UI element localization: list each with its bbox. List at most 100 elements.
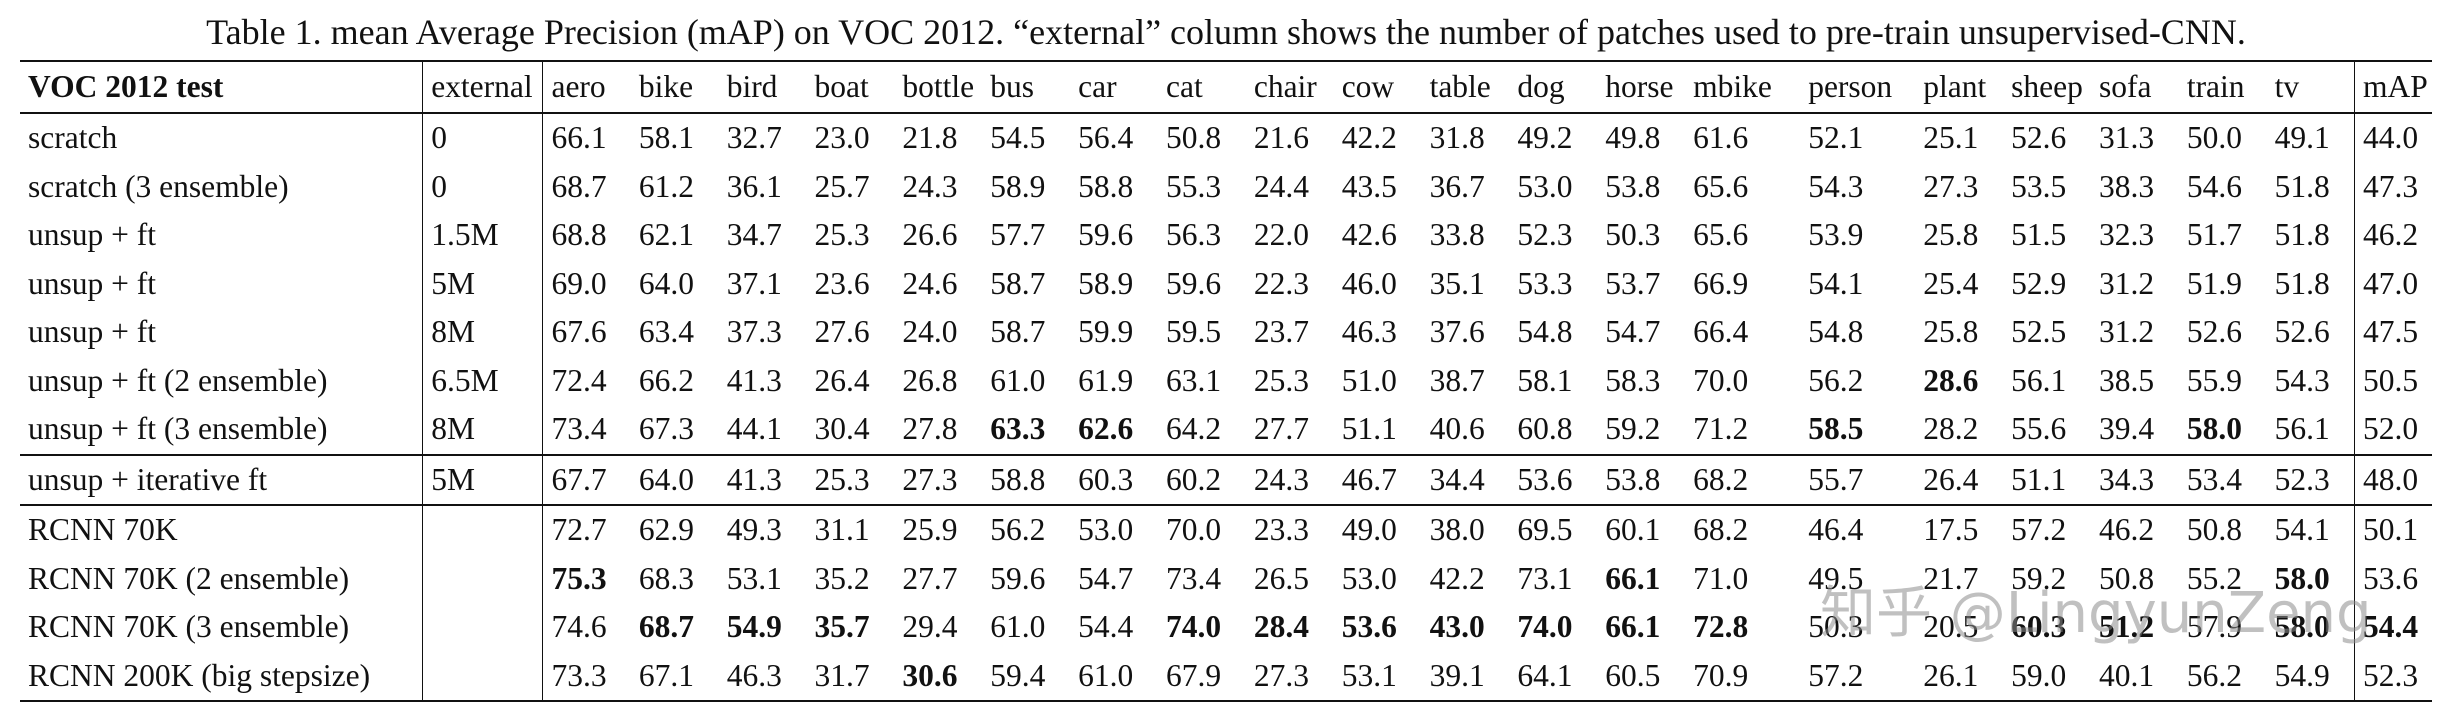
row-value: 56.1 xyxy=(2266,405,2355,456)
row-map: 44.0 xyxy=(2354,113,2432,163)
row-method: RCNN 70K (3 ensemble) xyxy=(28,609,350,645)
row-value: 68.2 xyxy=(1693,512,1749,548)
table-row: scratch (3 ensemble) 0 68.7 61.2 36.1 25.7 24.… xyxy=(20,162,2432,211)
row-value: 27.3 xyxy=(894,454,983,506)
row-value: 27.7 xyxy=(1245,405,1334,456)
row-value: 56.2 xyxy=(2178,651,2267,702)
row-value: 63.3 xyxy=(982,405,1071,456)
row-value: 67.6 xyxy=(542,308,631,357)
row-value: 51.7 xyxy=(2186,217,2242,253)
row-value: 56.4 xyxy=(1078,120,1134,156)
row-value: 51.5 xyxy=(2011,217,2067,253)
row-value: 42.2 xyxy=(1429,560,1485,596)
row-value: 53.1 xyxy=(1333,651,1422,702)
row-value: 69.5 xyxy=(1517,512,1573,548)
row-method: unsup + ft (3 ensemble) xyxy=(20,405,423,456)
row-value: 37.6 xyxy=(1429,314,1485,350)
row-value: 36.1 xyxy=(726,168,782,204)
row-value: 61.9 xyxy=(1078,362,1134,398)
header-horse: horse xyxy=(1597,60,1686,114)
row-external: 5M xyxy=(422,454,543,506)
row-value: 73.3 xyxy=(542,651,631,702)
row-value: 53.6 xyxy=(1509,454,1598,506)
header-map: mAP xyxy=(2354,60,2432,114)
row-value: 24.0 xyxy=(902,314,958,350)
row-method: RCNN 70K (2 ensemble) xyxy=(28,560,350,596)
row-value: 58.5 xyxy=(1800,405,1916,456)
row-external xyxy=(422,505,543,555)
row-value: 46.7 xyxy=(1333,454,1422,506)
row-value: 32.3 xyxy=(2098,217,2155,253)
row-value: 57.7 xyxy=(990,217,1046,253)
row-external: 8M xyxy=(422,308,543,357)
row-value: 51.8 xyxy=(2274,168,2330,204)
row-value: 54.5 xyxy=(990,120,1046,156)
row-value: 35.2 xyxy=(814,560,870,596)
table-header-row: VOC 2012 test external aero bike bird boat bot… xyxy=(20,60,2432,114)
row-value: 61.0 xyxy=(1070,651,1158,702)
table-row: RCNN 70K (2 ensemble) 75.3 68.3 53.1 35.2 27.… xyxy=(20,554,2432,603)
row-value: 53.7 xyxy=(1605,265,1661,301)
row-value: 50.8 xyxy=(2186,512,2242,548)
row-value: 71.0 xyxy=(1693,560,1749,596)
row-external xyxy=(422,603,543,652)
row-method: scratch xyxy=(28,120,118,156)
row-value: 59.5 xyxy=(1165,314,1222,350)
row-external: 1.5M xyxy=(422,211,543,260)
row-value: 24.3 xyxy=(902,168,958,204)
row-value: 59.4 xyxy=(982,651,1071,702)
row-external xyxy=(422,554,543,603)
row-external xyxy=(422,651,543,702)
row-map: 47.5 xyxy=(2354,308,2432,357)
row-value: 31.3 xyxy=(2098,120,2155,156)
caption-label: Table 1. xyxy=(206,12,322,52)
row-value: 21.7 xyxy=(1923,560,1979,596)
header-dog: dog xyxy=(1509,60,1598,114)
row-value: 66.1 xyxy=(1605,560,1661,596)
row-value: 58.7 xyxy=(990,314,1046,350)
row-value: 51.8 xyxy=(2274,265,2330,301)
row-value: 66.2 xyxy=(638,362,694,398)
row-value: 41.3 xyxy=(718,454,807,506)
row-value: 31.2 xyxy=(2098,314,2155,350)
row-value: 55.2 xyxy=(2186,560,2242,596)
row-value: 23.3 xyxy=(1253,512,1309,548)
table-row: RCNN 70K (3 ensemble) 74.6 68.7 54.9 35.7 29.… xyxy=(20,603,2432,652)
row-value: 55.9 xyxy=(2186,362,2242,398)
row-value: 70.0 xyxy=(1693,362,1749,398)
row-value: 54.9 xyxy=(2266,651,2355,702)
row-value: 46.3 xyxy=(1341,314,1397,350)
row-value: 58.0 xyxy=(2178,405,2267,456)
header-bike: bike xyxy=(630,60,719,114)
header-chair: chair xyxy=(1245,60,1334,114)
row-method: unsup + ft (2 ensemble) xyxy=(28,362,328,398)
header-sheep: sheep xyxy=(2003,60,2091,114)
row-value: 59.2 xyxy=(1597,405,1686,456)
header-external: external xyxy=(422,60,543,114)
row-value: 60.3 xyxy=(1070,454,1158,506)
row-value: 52.6 xyxy=(2274,314,2330,350)
row-external: 6.5M xyxy=(422,356,543,405)
table-caption: Table 1. mean Average Precision (mAP) on… xyxy=(0,0,2452,52)
row-value: 27.3 xyxy=(1245,651,1334,702)
row-value: 52.9 xyxy=(2011,265,2067,301)
row-value: 23.7 xyxy=(1253,314,1309,350)
row-value: 33.8 xyxy=(1429,217,1485,253)
row-value: 29.4 xyxy=(902,609,958,645)
row-value: 58.1 xyxy=(1517,362,1573,398)
row-value: 73.4 xyxy=(1165,560,1222,596)
row-value: 73.1 xyxy=(1517,560,1573,596)
row-map: 54.4 xyxy=(2354,603,2432,652)
row-value: 24.3 xyxy=(1245,454,1334,506)
row-value: 43.5 xyxy=(1341,168,1397,204)
header-bottle: bottle xyxy=(894,60,983,114)
row-value: 24.6 xyxy=(902,265,958,301)
row-value: 28.4 xyxy=(1253,609,1309,645)
table-row: unsup + iterative ft 5M 67.7 64.0 41.3 25.3 27… xyxy=(20,454,2432,506)
row-value: 26.6 xyxy=(902,217,958,253)
row-value: 25.9 xyxy=(902,512,958,548)
table-body: scratch 0 66.1 58.1 32.7 23.0 21.8 54.5 56.4 50.8… xyxy=(20,113,2432,702)
table-row: scratch 0 66.1 58.1 32.7 23.0 21.8 54.5 56.4 50.8… xyxy=(20,113,2432,163)
header-boat: boat xyxy=(806,60,895,114)
row-value: 53.9 xyxy=(1808,217,1864,253)
